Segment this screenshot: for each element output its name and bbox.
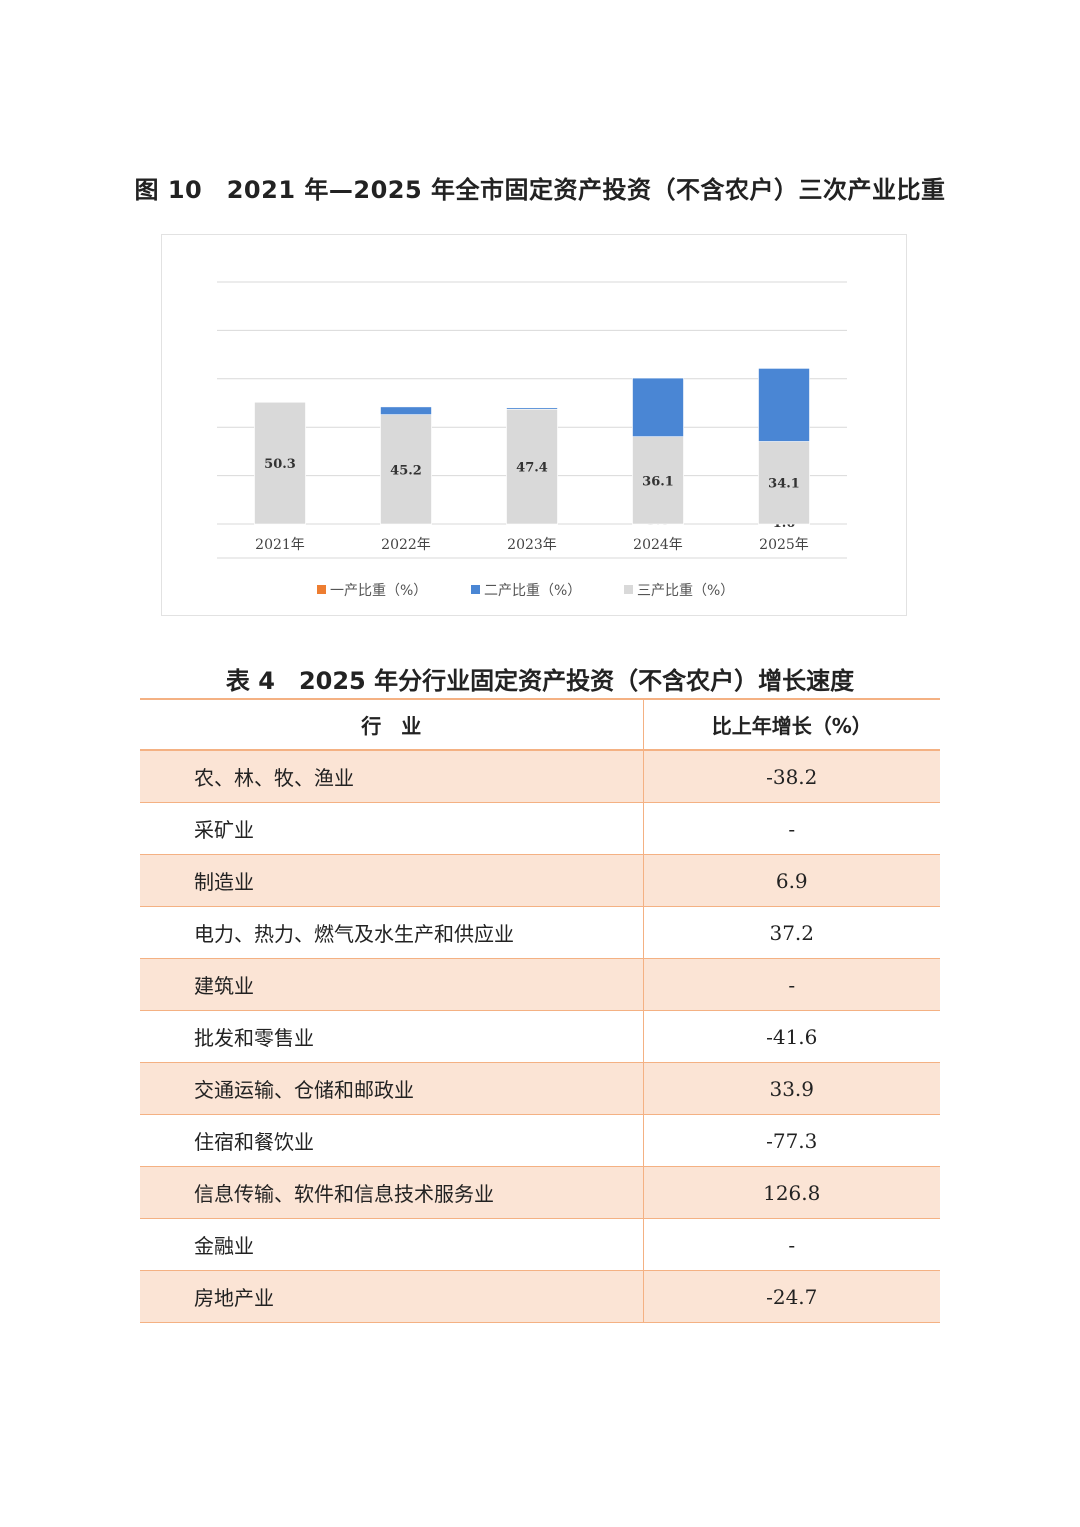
legend-swatch: [471, 585, 480, 594]
industry-name-cell: 房地产业: [140, 1270, 644, 1323]
bar-segment-3: [506, 408, 558, 525]
growth-value-cell: 126.8: [643, 1166, 940, 1219]
data-label: 47.4: [516, 461, 548, 476]
data-label: 45.2: [390, 463, 422, 478]
growth-value-cell: 6.9: [643, 854, 940, 907]
data-label: 50.3: [264, 457, 296, 472]
industry-name-cell: 建筑业: [140, 958, 644, 1011]
x-tick-label: 2021年: [255, 537, 305, 553]
data-label: 34.1: [768, 477, 800, 492]
figure-title: 图 10 2021 年—2025 年全市固定资产投资（不含农户）三次产业比重: [134, 176, 946, 204]
industry-name-cell: 批发和零售业: [140, 1010, 644, 1063]
growth-value-cell: -: [643, 802, 940, 855]
legend-swatch: [624, 585, 633, 594]
data-label: 36.1: [642, 474, 674, 489]
industry-name-cell: 金融业: [140, 1218, 644, 1271]
x-tick-label: 2025年: [759, 537, 809, 553]
growth-value-cell: -41.6: [643, 1010, 940, 1063]
bar-segment-3: [254, 401, 306, 525]
table-row: 采矿业 -: [140, 802, 940, 855]
header-industry: 行 业: [140, 698, 644, 751]
table-row: 房地产业 -24.7: [140, 1270, 940, 1323]
industry-growth-table: 行 业 比上年增长（%） 农、林、牧、渔业 -38.2 采矿业 - 制造业 6.9 电力、热…: [140, 698, 940, 1323]
header-growth: 比上年增长（%）: [643, 698, 940, 751]
table-row: 电力、热力、燃气及水生产和供应业 37.2: [140, 906, 940, 959]
chart-svg: 6.043.750.32021年6.448.445.22022年4.648.04…: [217, 281, 847, 599]
legend-label: 二产比重（%）: [484, 583, 581, 599]
industry-name-cell: 交通运输、仓储和邮政业: [140, 1062, 644, 1115]
industry-name-cell: 电力、热力、燃气及水生产和供应业: [140, 906, 644, 959]
table-title: 表 4 2025 年分行业固定资产投资（不含农户）增长速度: [225, 667, 855, 695]
industry-name-cell: 农、林、牧、渔业: [140, 750, 644, 803]
legend-swatch: [317, 585, 326, 594]
industry-name-cell: 制造业: [140, 854, 644, 907]
table-row: 制造业 6.9: [140, 854, 940, 907]
industry-name-cell: 采矿业: [140, 802, 644, 855]
legend-label: 三产比重（%）: [637, 583, 734, 599]
industry-name-cell: 信息传输、软件和信息技术服务业: [140, 1166, 644, 1219]
growth-value-cell: -: [643, 1218, 940, 1271]
growth-value-cell: -38.2: [643, 750, 940, 803]
table-row: 农、林、牧、渔业 -38.2: [140, 750, 940, 803]
table-row: 批发和零售业 -41.6: [140, 1010, 940, 1063]
bar-segment-3: [380, 414, 432, 525]
x-tick-label: 2022年: [381, 537, 431, 553]
x-tick-label: 2023年: [507, 537, 557, 553]
legend-label: 一产比重（%）: [330, 583, 427, 599]
table-header-row: 行 业 比上年增长（%）: [140, 698, 940, 751]
growth-value-cell: 37.2: [643, 906, 940, 959]
table-body: 农、林、牧、渔业 -38.2 采矿业 - 制造业 6.9 电力、热力、燃气及水生产和供应业 3…: [140, 750, 940, 1323]
stacked-bar-chart: 6.043.750.32021年6.448.445.22022年4.648.04…: [161, 234, 907, 616]
table-row: 交通运输、仓储和邮政业 33.9: [140, 1062, 940, 1115]
growth-value-cell: -24.7: [643, 1270, 940, 1323]
growth-value-cell: -77.3: [643, 1114, 940, 1167]
growth-value-cell: -: [643, 958, 940, 1011]
table-row: 金融业 -: [140, 1218, 940, 1271]
table-row: 信息传输、软件和信息技术服务业 126.8: [140, 1166, 940, 1219]
table-row: 住宿和餐饮业 -77.3: [140, 1114, 940, 1167]
bar-segment-3: [632, 436, 684, 525]
x-tick-label: 2024年: [633, 537, 683, 553]
growth-value-cell: 33.9: [643, 1062, 940, 1115]
table-row: 建筑业 -: [140, 958, 940, 1011]
industry-name-cell: 住宿和餐饮业: [140, 1114, 644, 1167]
bar-segment-3: [758, 441, 810, 525]
